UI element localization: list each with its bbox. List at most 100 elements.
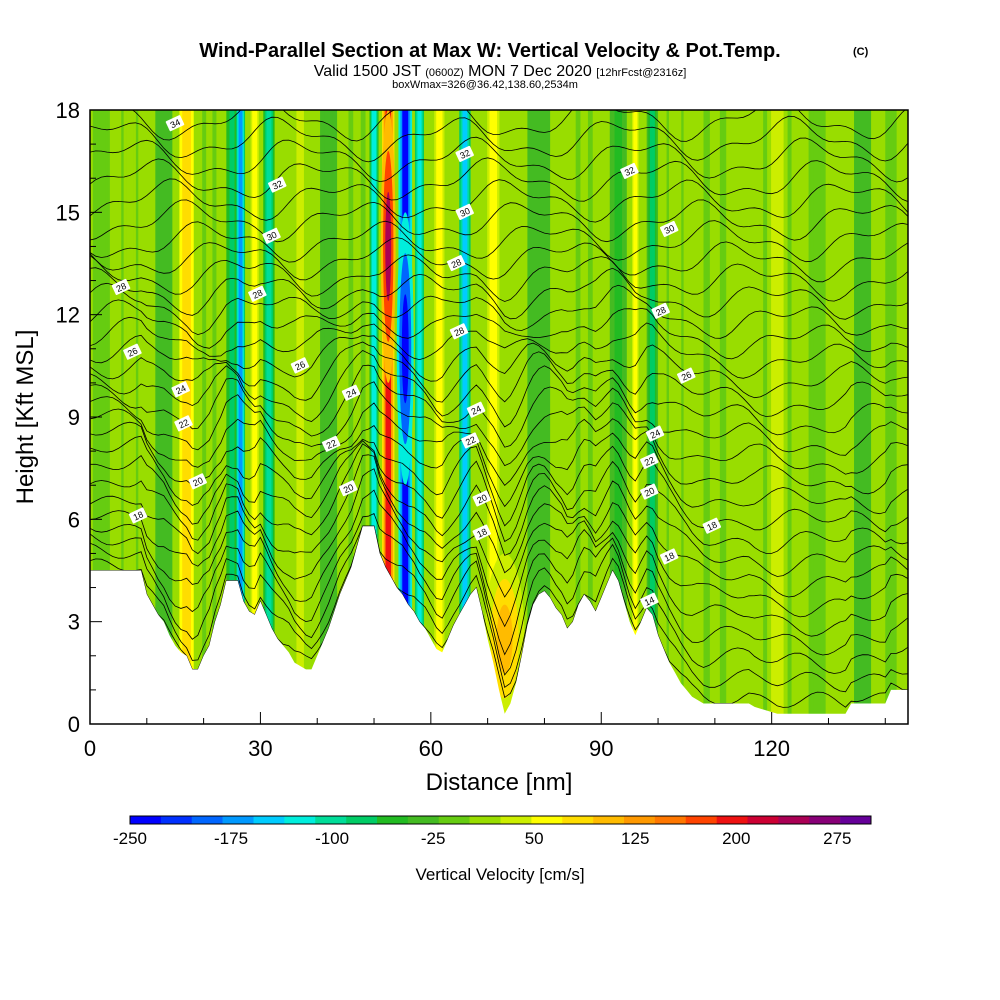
theta-contour-line: [90, 454, 908, 598]
contour-label: 24: [645, 425, 665, 442]
contour-label-bg: [651, 302, 670, 319]
theta-contour-line: [90, 512, 908, 656]
theta-contour-line: [90, 316, 908, 379]
theta-contour-line: [90, 468, 908, 618]
x-tick-label: 120: [753, 736, 790, 761]
colorbar-swatch: [469, 816, 501, 824]
contour-label: 28: [449, 323, 469, 340]
contour-label: 32: [268, 176, 287, 193]
velocity-column: [771, 110, 784, 724]
theta-contour-line: [90, 364, 908, 456]
velocity-column: [324, 110, 333, 724]
contour-label-text: 20: [191, 475, 204, 488]
contour-label: 22: [321, 435, 341, 452]
contour-label-text: 28: [450, 257, 463, 270]
contour-label-text: 20: [342, 482, 355, 495]
contour-label: 26: [677, 367, 696, 384]
velocity-column: [252, 110, 258, 724]
contour-label-text: 26: [126, 346, 139, 359]
contour-label: 24: [341, 384, 361, 401]
velocity-column: [888, 110, 894, 724]
contour-label: 24: [466, 401, 486, 418]
contour-label: 30: [262, 227, 281, 244]
colorbar-swatch: [685, 816, 717, 824]
velocity-column: [462, 110, 468, 724]
contour-label-text: 24: [649, 427, 662, 440]
colorbar-tick-label: -25: [421, 829, 446, 848]
contour-label-text: 34: [169, 117, 182, 130]
contour-label-bg: [659, 220, 679, 237]
colorbar-swatch: [130, 816, 162, 824]
contour-label: 18: [702, 517, 722, 534]
contour-label: 18: [128, 507, 148, 524]
x-tick-label: 60: [419, 736, 443, 761]
velocity-cell: [385, 191, 392, 302]
contour-label-bg: [640, 452, 659, 469]
contour-label: 34: [165, 115, 185, 132]
contour-label-bg: [472, 490, 491, 507]
contour-label-bg: [262, 227, 281, 244]
velocity-column: [206, 110, 213, 724]
contour-label-text: 30: [663, 223, 676, 236]
contour-label: 22: [640, 452, 659, 469]
terrain-mask: [90, 526, 908, 724]
contour-label-bg: [455, 203, 474, 220]
contour-label-text: 32: [458, 148, 471, 161]
x-tick-label: 0: [84, 736, 96, 761]
theta-contour-line: [90, 282, 908, 339]
velocity-column: [671, 110, 679, 724]
theta-contour-line: [90, 489, 908, 637]
velocity-column: [813, 110, 821, 724]
velocity-column: [489, 110, 498, 724]
colorbar-swatch: [222, 816, 254, 824]
velocity-column: [296, 110, 304, 724]
contour-label-bg: [341, 384, 361, 401]
x-axis-label: Distance [nm]: [426, 769, 573, 796]
contour-label-bg: [702, 517, 722, 534]
contour-label-text: 28: [654, 305, 667, 318]
velocity-column: [436, 110, 443, 724]
contour-label: 28: [248, 285, 267, 302]
colorbar-tick-label: 50: [525, 829, 544, 848]
contour-label-bg: [677, 367, 696, 384]
colorbar-tick-label: 125: [621, 829, 649, 848]
box-wmax-info: boxWmax=326@36.42,138.60,2534m: [392, 79, 578, 91]
theta-contour-line: [90, 237, 908, 283]
contour-label-bg: [659, 548, 679, 565]
contour-label-text: 30: [265, 230, 278, 243]
theta-contour-line: [90, 350, 908, 436]
colorbar-swatch: [377, 816, 409, 824]
y-tick-label: 12: [56, 303, 80, 328]
contour-label-bg: [174, 415, 193, 432]
y-tick-label: 9: [68, 405, 80, 430]
colorbar-swatch: [346, 816, 378, 824]
theta-contour-line: [90, 136, 908, 183]
velocity-column: [709, 110, 720, 724]
colorbar-swatch: [160, 816, 193, 824]
colorbar-tick-label: -100: [315, 829, 349, 848]
velocity-column: [649, 110, 655, 724]
contour-label: 20: [188, 473, 207, 490]
theta-contour-line: [90, 435, 908, 533]
axes: 0 30 60 90 120 0 3 6 9 12 15 18: [56, 98, 886, 761]
contour-label-bg: [461, 432, 480, 449]
contour-label-text: 32: [623, 165, 636, 178]
theta-contour-line: [90, 402, 908, 495]
contour-label: 28: [111, 278, 131, 295]
theta-contour-line: [90, 525, 908, 693]
valid-time-line: Valid 1500 JST (0600Z) MON 7 Dec 2020 [1…: [314, 63, 687, 80]
contour-label-text: 24: [174, 383, 187, 396]
colorbar-swatch: [840, 816, 872, 824]
colorbar-swatch: [284, 816, 316, 824]
contour-label: 18: [472, 524, 491, 541]
contour-label-bg: [111, 278, 131, 295]
colorbar-swatch: [438, 816, 470, 824]
contour-label-bg: [165, 115, 185, 132]
velocity-column: [238, 110, 243, 724]
theta-contour-line: [90, 334, 908, 399]
colorbar-swatch: [315, 816, 347, 824]
contour-label-bg: [466, 401, 486, 418]
contour-label: 22: [461, 432, 480, 449]
contour-label-text: 28: [115, 281, 128, 294]
